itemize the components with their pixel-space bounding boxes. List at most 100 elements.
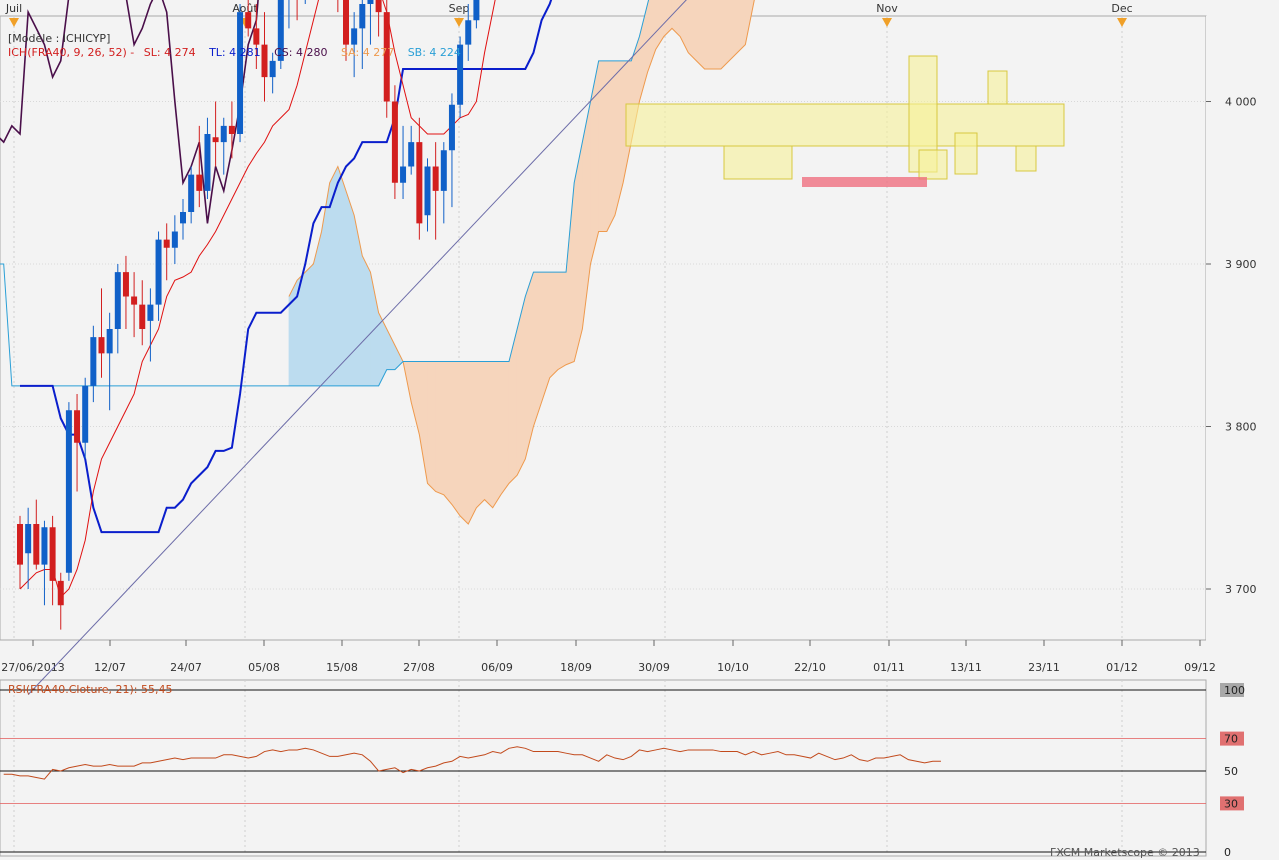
highlight-boxes xyxy=(625,55,1065,187)
cloud-segment xyxy=(443,361,453,506)
candle-bear xyxy=(343,0,349,45)
cloud-segment xyxy=(288,280,298,387)
sl-value: SL: 4 274 xyxy=(144,46,196,59)
cloud-segment xyxy=(704,0,714,70)
candle-bull xyxy=(400,166,407,183)
candle-bear xyxy=(131,296,138,305)
month-label: Sep xyxy=(449,2,470,15)
price-tick-label: 3 900 xyxy=(1225,258,1257,271)
date-label: 24/07 xyxy=(170,661,202,674)
candle-bull xyxy=(277,0,284,61)
cloud-segment xyxy=(557,271,567,371)
rsi-level-label: 70 xyxy=(1224,733,1238,746)
candle-bear xyxy=(391,101,398,183)
kijun-sen-line xyxy=(20,0,553,534)
cloud-segment xyxy=(459,361,469,525)
month-marker-icon xyxy=(454,18,464,27)
highlight-box xyxy=(723,145,793,180)
date-label: 10/10 xyxy=(717,661,749,674)
date-label: 15/08 xyxy=(326,661,358,674)
candle-bull xyxy=(90,337,97,386)
month-label: Août xyxy=(232,2,258,15)
trendline xyxy=(27,0,687,695)
date-label: 18/09 xyxy=(560,661,592,674)
cloud-segment xyxy=(606,60,616,232)
rsi-line xyxy=(3,746,941,780)
footer-credit: FXCM Marketscope © 2013 xyxy=(1050,846,1200,859)
cloud-segment xyxy=(753,0,755,5)
price-tick-label: 3 800 xyxy=(1225,421,1257,434)
indicator-lines xyxy=(0,0,553,599)
date-label: 12/07 xyxy=(94,661,126,674)
date-label: 06/09 xyxy=(481,661,513,674)
cloud-segment xyxy=(712,0,722,70)
candle-bear xyxy=(57,580,64,606)
date-label: 30/09 xyxy=(638,661,670,674)
candle-bear xyxy=(261,44,268,78)
candle-bull xyxy=(359,4,366,29)
candle-bull xyxy=(41,527,48,565)
candle-bear xyxy=(253,28,260,45)
candle-bull xyxy=(457,44,464,105)
cloud-segment xyxy=(736,0,746,54)
candle-bear xyxy=(228,125,235,134)
candle-bull xyxy=(65,410,72,573)
candle-bull xyxy=(269,60,276,78)
date-label: 27/06/2013 xyxy=(1,661,64,674)
cloud-segment xyxy=(500,361,510,496)
candle-bull xyxy=(114,272,121,329)
candle-bear xyxy=(17,524,23,565)
tenkan-sen-line xyxy=(19,0,496,599)
cloud-segment xyxy=(728,0,738,62)
cloud-segment xyxy=(549,271,559,379)
price-tick-label: 3 700 xyxy=(1225,583,1257,596)
date-label: 27/08 xyxy=(403,661,435,674)
candle-bull xyxy=(171,231,178,248)
candle-bull xyxy=(188,174,195,212)
candle-bull xyxy=(408,142,415,167)
tl-value: TL: 4 281 xyxy=(208,46,261,59)
cloud-segment xyxy=(598,60,608,232)
rsi-level-badge xyxy=(1220,683,1244,697)
candle-bear xyxy=(383,12,390,102)
date-label: 22/10 xyxy=(794,661,826,674)
cloud-segment xyxy=(337,166,347,387)
highlight-box xyxy=(625,103,1065,147)
candle-bull xyxy=(25,524,32,554)
price-tick-label: 4 000 xyxy=(1225,96,1257,109)
cloud-segment xyxy=(696,0,705,70)
rsi-level-label: 30 xyxy=(1224,797,1238,810)
date-label: 23/11 xyxy=(1028,661,1060,674)
candle-bull xyxy=(237,12,244,134)
highlight-box xyxy=(1015,145,1037,172)
cloud-segment xyxy=(435,361,445,496)
month-label: Nov xyxy=(876,2,898,15)
date-label: 05/08 xyxy=(248,661,280,674)
cloud-segment xyxy=(451,361,461,517)
cloud-segment xyxy=(476,361,485,509)
rsi-level-label: 100 xyxy=(1224,684,1245,697)
cloud-segment xyxy=(304,263,314,387)
cs-value: CS: 4 280 xyxy=(274,46,327,59)
cloud-segment xyxy=(720,0,730,70)
cloud-segment xyxy=(533,271,542,427)
highlight-box xyxy=(987,70,1008,105)
candle-bull xyxy=(448,104,455,151)
candle-bear xyxy=(139,304,146,329)
candle-bear xyxy=(33,524,40,565)
date-label: 01/12 xyxy=(1106,661,1138,674)
sb-value: SB: 4 224 xyxy=(408,46,461,59)
model-label: [Modèle : ICHICYP] xyxy=(8,32,110,45)
cloud-segment xyxy=(467,361,477,525)
candle-bull xyxy=(473,0,480,21)
highlight-box xyxy=(954,132,978,175)
indicator-name: ICH(FRA40, 9, 26, 52) - xyxy=(8,46,134,59)
candles xyxy=(17,0,480,630)
rsi-indicator: 100 70 50 30 0 xyxy=(0,683,1245,859)
month-marker-icon xyxy=(9,18,19,27)
senkou-a-line xyxy=(288,0,755,525)
month-label: Juil xyxy=(5,2,22,15)
candle-bear xyxy=(375,0,382,13)
cloud-segment xyxy=(345,190,355,387)
